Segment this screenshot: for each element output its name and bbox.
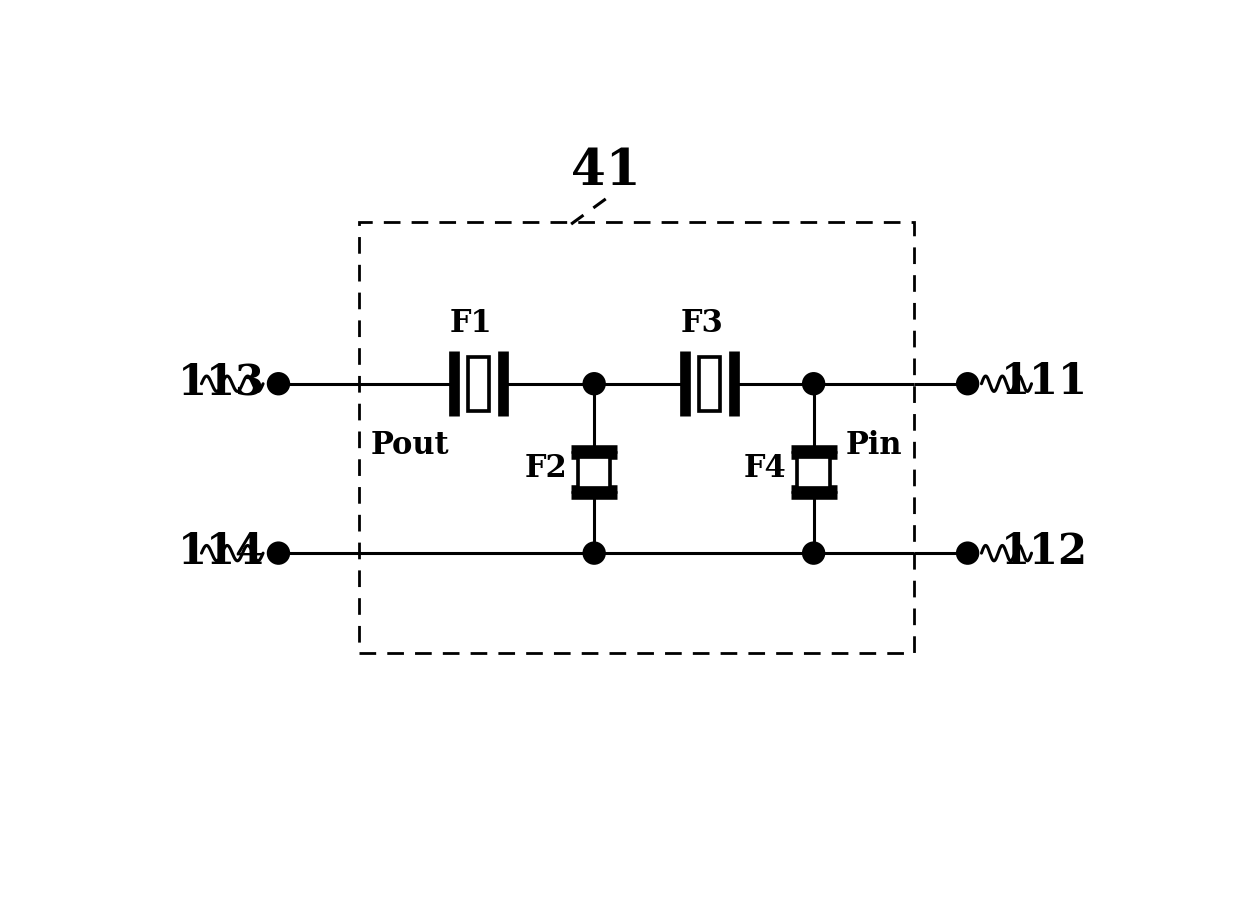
Text: 114: 114 — [178, 531, 266, 572]
Text: F2: F2 — [524, 453, 568, 484]
Circle shape — [804, 543, 824, 563]
Bar — [468, 356, 489, 411]
Bar — [699, 356, 720, 411]
Circle shape — [957, 543, 977, 563]
Text: 113: 113 — [178, 361, 266, 404]
Circle shape — [957, 374, 977, 394]
Text: F3: F3 — [680, 308, 724, 339]
Bar — [797, 457, 830, 488]
Circle shape — [268, 543, 288, 563]
Bar — [359, 222, 914, 653]
Circle shape — [584, 543, 604, 563]
Text: F1: F1 — [449, 308, 492, 339]
Circle shape — [268, 374, 288, 394]
Text: F4: F4 — [744, 453, 786, 484]
Text: 111: 111 — [1001, 361, 1088, 404]
Text: Pout: Pout — [371, 430, 449, 461]
Text: Pin: Pin — [846, 430, 902, 461]
Text: 41: 41 — [570, 148, 640, 197]
Text: 112: 112 — [1001, 531, 1088, 572]
Circle shape — [804, 374, 824, 394]
Bar — [578, 457, 610, 488]
Circle shape — [584, 374, 604, 394]
